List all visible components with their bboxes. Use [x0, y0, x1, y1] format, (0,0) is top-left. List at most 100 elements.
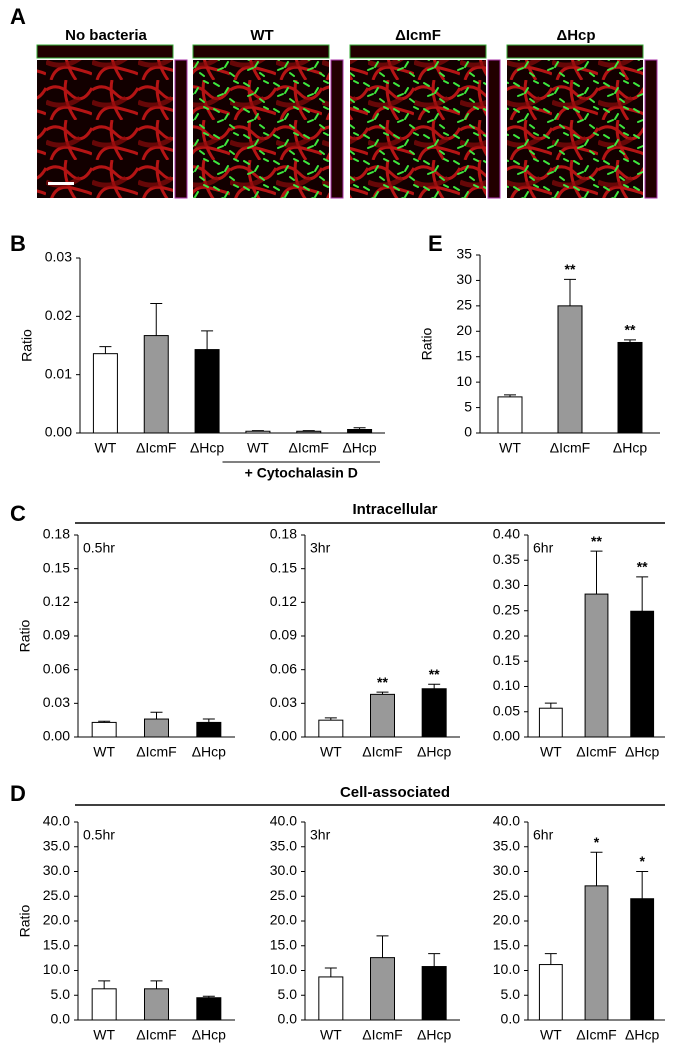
y-tick-label: 20.0 [270, 912, 297, 928]
bar [245, 430, 271, 434]
significance: ** [625, 322, 636, 338]
y-tick-label: 5.0 [51, 986, 71, 1002]
y-axis-label: Ratio [419, 327, 435, 360]
y-tick-label: 5.0 [501, 986, 521, 1002]
y-tick-label: 0.00 [493, 728, 520, 744]
y-tick-label: 0.20 [493, 627, 520, 643]
y-tick-label: 40.0 [493, 813, 520, 829]
panel-letter: E [428, 231, 443, 256]
image-title: WT [250, 27, 273, 44]
y-tick-label: 0.0 [51, 1011, 71, 1027]
y-tick-label: 35.0 [270, 837, 297, 853]
y-tick-label: 0.02 [45, 307, 72, 323]
x-tick-label: WT [540, 744, 562, 760]
y-tick-label: 10 [456, 373, 472, 389]
y-tick-label: 20.0 [43, 912, 70, 928]
bar [196, 721, 222, 738]
bar [91, 721, 117, 738]
bar [630, 610, 655, 738]
error-bar [544, 702, 557, 709]
error-bar [98, 980, 111, 989]
y-tick-label: 0.00 [43, 728, 70, 744]
y-tick-label: 0.18 [43, 526, 70, 542]
image-panel: No bacteria WT ΔIcmF ΔHcp [36, 27, 658, 199]
significance: ** [591, 533, 602, 549]
x-tick-label: WT [247, 440, 269, 456]
y-tick-label: 35.0 [43, 837, 70, 853]
panel-letter: D [10, 781, 26, 806]
x-tick-label: WT [320, 1027, 342, 1043]
y-tick-label: 0.03 [270, 694, 297, 710]
x-tick-label: ΔHcp [417, 744, 451, 760]
bar [557, 305, 583, 434]
y-tick-label: 10.0 [493, 961, 520, 977]
significance: ** [565, 261, 576, 277]
panel-letter: A [10, 4, 26, 29]
error-bar [150, 980, 163, 989]
error-bar [99, 346, 112, 354]
y-tick-label: 0.40 [493, 526, 520, 542]
bacteria-overlay [193, 60, 329, 198]
y-tick-label: 5 [464, 398, 472, 414]
panel-label: 3hr [310, 827, 331, 843]
bar [370, 957, 395, 1021]
image-strip [487, 59, 501, 199]
bar [497, 396, 523, 434]
panel-label: 0.5hr [83, 827, 115, 843]
x-tick-label: WT [93, 744, 115, 760]
y-tick-label: 0.03 [43, 694, 70, 710]
x-tick-label: ΔIcmF [576, 744, 616, 760]
y-tick-label: 25.0 [43, 887, 70, 903]
error-bar [201, 330, 214, 350]
bar [144, 988, 169, 1021]
y-tick-label: 30 [456, 271, 472, 287]
y-tick-label: 5.0 [278, 986, 298, 1002]
y-tick-label: 15.0 [270, 936, 297, 952]
section-title: Cell-associated [340, 784, 450, 801]
y-tick-label: 40.0 [270, 813, 297, 829]
y-tick-label: 0.09 [270, 627, 297, 643]
y-tick-label: 15.0 [43, 936, 70, 952]
bar [144, 718, 169, 738]
x-tick-label: ΔHcp [417, 1027, 451, 1043]
bar [584, 885, 609, 1021]
y-tick-label: 0.30 [493, 576, 520, 592]
image-title: ΔIcmF [395, 27, 441, 44]
significance: ** [377, 674, 388, 690]
x-tick-label: ΔIcmF [136, 744, 176, 760]
error-bar [428, 953, 441, 967]
x-tick-label: ΔHcp [625, 1027, 659, 1043]
y-tick-label: 0.09 [43, 627, 70, 643]
y-tick-label: 0.0 [278, 1011, 298, 1027]
bar [538, 964, 563, 1021]
y-tick-label: 25 [456, 297, 472, 313]
image-title: No bacteria [65, 27, 147, 44]
image-strip [644, 59, 658, 199]
panel-label: 6hr [533, 540, 554, 556]
x-tick-label: WT [499, 440, 521, 456]
x-tick-label: ΔHcp [342, 440, 376, 456]
y-tick-label: 30.0 [43, 862, 70, 878]
error-bar [202, 718, 215, 723]
error-bar [544, 953, 557, 965]
significance: ** [637, 559, 648, 575]
x-tick-label: ΔHcp [192, 744, 226, 760]
x-tick-label: ΔIcmF [362, 1027, 402, 1043]
x-tick-label: ΔIcmF [289, 440, 329, 456]
x-tick-label: WT [95, 440, 117, 456]
bacteria-overlay [507, 60, 643, 198]
annotation: + Cytochalasin D [245, 465, 358, 481]
y-tick-label: 10.0 [270, 961, 297, 977]
bar [538, 707, 563, 738]
error-bar [590, 550, 603, 595]
significance: * [594, 834, 600, 850]
y-tick-label: 35.0 [493, 837, 520, 853]
bar [318, 976, 344, 1021]
x-tick-label: ΔIcmF [576, 1027, 616, 1043]
y-tick-label: 20.0 [493, 912, 520, 928]
y-tick-label: 0.12 [270, 593, 297, 609]
bar [421, 688, 447, 738]
error-bar [376, 935, 389, 958]
bar [196, 997, 222, 1021]
